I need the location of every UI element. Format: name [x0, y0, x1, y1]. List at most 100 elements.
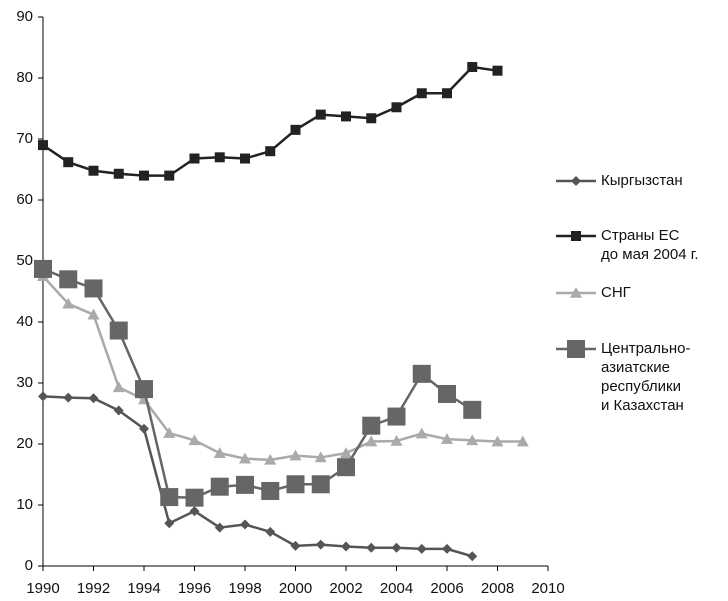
marker — [135, 380, 153, 399]
marker — [290, 124, 301, 135]
marker — [315, 109, 326, 120]
marker — [34, 259, 52, 278]
marker — [365, 435, 378, 447]
marker — [84, 279, 103, 298]
x-tick-label: 1998 — [228, 580, 261, 597]
series-line — [42, 395, 473, 558]
marker — [438, 384, 456, 403]
marker — [214, 522, 225, 533]
marker — [366, 113, 377, 124]
series-line — [42, 275, 523, 462]
marker — [240, 153, 250, 164]
marker — [567, 340, 585, 358]
marker — [467, 551, 478, 562]
marker — [492, 65, 503, 76]
marker — [415, 427, 428, 439]
x-tick-label: 2004 — [380, 580, 413, 597]
marker — [189, 506, 200, 517]
marker — [416, 88, 427, 99]
marker — [240, 519, 250, 530]
marker — [315, 539, 326, 550]
x-tick-label: 1992 — [77, 580, 110, 597]
marker — [236, 475, 254, 494]
marker — [38, 140, 48, 151]
marker — [139, 170, 149, 181]
marker — [113, 405, 124, 416]
legend-label: СНГ — [601, 284, 631, 301]
marker — [341, 111, 351, 122]
marker — [387, 407, 406, 426]
x-tick-label: 2010 — [531, 580, 564, 597]
y-tick-label: 10 — [16, 496, 33, 513]
marker — [571, 231, 581, 241]
marker — [412, 364, 431, 383]
marker — [265, 146, 276, 157]
y-tick-label: 50 — [16, 252, 33, 269]
marker — [59, 270, 78, 289]
x-tick-label: 1994 — [127, 580, 160, 597]
marker — [160, 488, 179, 507]
marker — [38, 391, 48, 402]
marker — [286, 475, 305, 494]
y-tick-label: 30 — [16, 374, 33, 391]
marker — [112, 381, 125, 393]
marker — [289, 449, 302, 461]
marker — [62, 297, 75, 309]
series-line — [42, 65, 498, 177]
marker — [466, 434, 479, 446]
marker — [463, 400, 482, 419]
x-tick-label: 2000 — [279, 580, 312, 597]
marker — [442, 543, 452, 554]
marker — [416, 543, 427, 554]
marker — [362, 416, 381, 435]
marker — [188, 434, 201, 446]
marker — [341, 541, 351, 552]
marker — [164, 518, 175, 529]
marker — [570, 287, 582, 298]
y-tick-label: 90 — [16, 8, 33, 25]
marker — [340, 447, 352, 458]
marker — [314, 451, 327, 463]
legend-label: Страны ЕС до мая 2004 г. — [601, 227, 699, 263]
marker — [164, 170, 175, 181]
y-tick-label: 0 — [25, 557, 33, 574]
marker — [214, 152, 225, 163]
marker — [261, 481, 280, 500]
marker — [213, 447, 226, 458]
marker — [210, 477, 229, 496]
marker — [239, 452, 251, 464]
y-tick-label: 20 — [16, 435, 33, 452]
marker — [571, 176, 581, 186]
marker — [87, 308, 100, 320]
x-tick-label: 1990 — [26, 580, 59, 597]
marker — [264, 453, 277, 465]
x-tick-label: 1996 — [178, 580, 211, 597]
marker — [109, 321, 128, 340]
marker — [163, 427, 176, 438]
x-tick-label: 2008 — [481, 580, 514, 597]
marker — [467, 62, 478, 73]
marker — [441, 433, 453, 444]
marker — [337, 458, 355, 477]
marker — [390, 434, 403, 446]
marker — [491, 435, 504, 447]
x-tick-label: 2002 — [329, 580, 362, 597]
marker — [311, 475, 330, 494]
legend-label: Кыргызстан — [601, 172, 683, 189]
x-tick-label: 2006 — [430, 580, 463, 597]
marker — [185, 488, 204, 507]
y-tick-label: 70 — [16, 130, 33, 147]
y-tick-label: 60 — [16, 191, 33, 208]
marker — [63, 157, 74, 168]
marker — [88, 165, 99, 176]
marker — [113, 168, 124, 179]
marker — [265, 526, 276, 537]
marker — [391, 102, 402, 113]
marker — [189, 153, 200, 164]
marker — [88, 393, 99, 404]
marker — [139, 423, 149, 434]
marker — [290, 540, 301, 551]
marker — [366, 542, 377, 553]
